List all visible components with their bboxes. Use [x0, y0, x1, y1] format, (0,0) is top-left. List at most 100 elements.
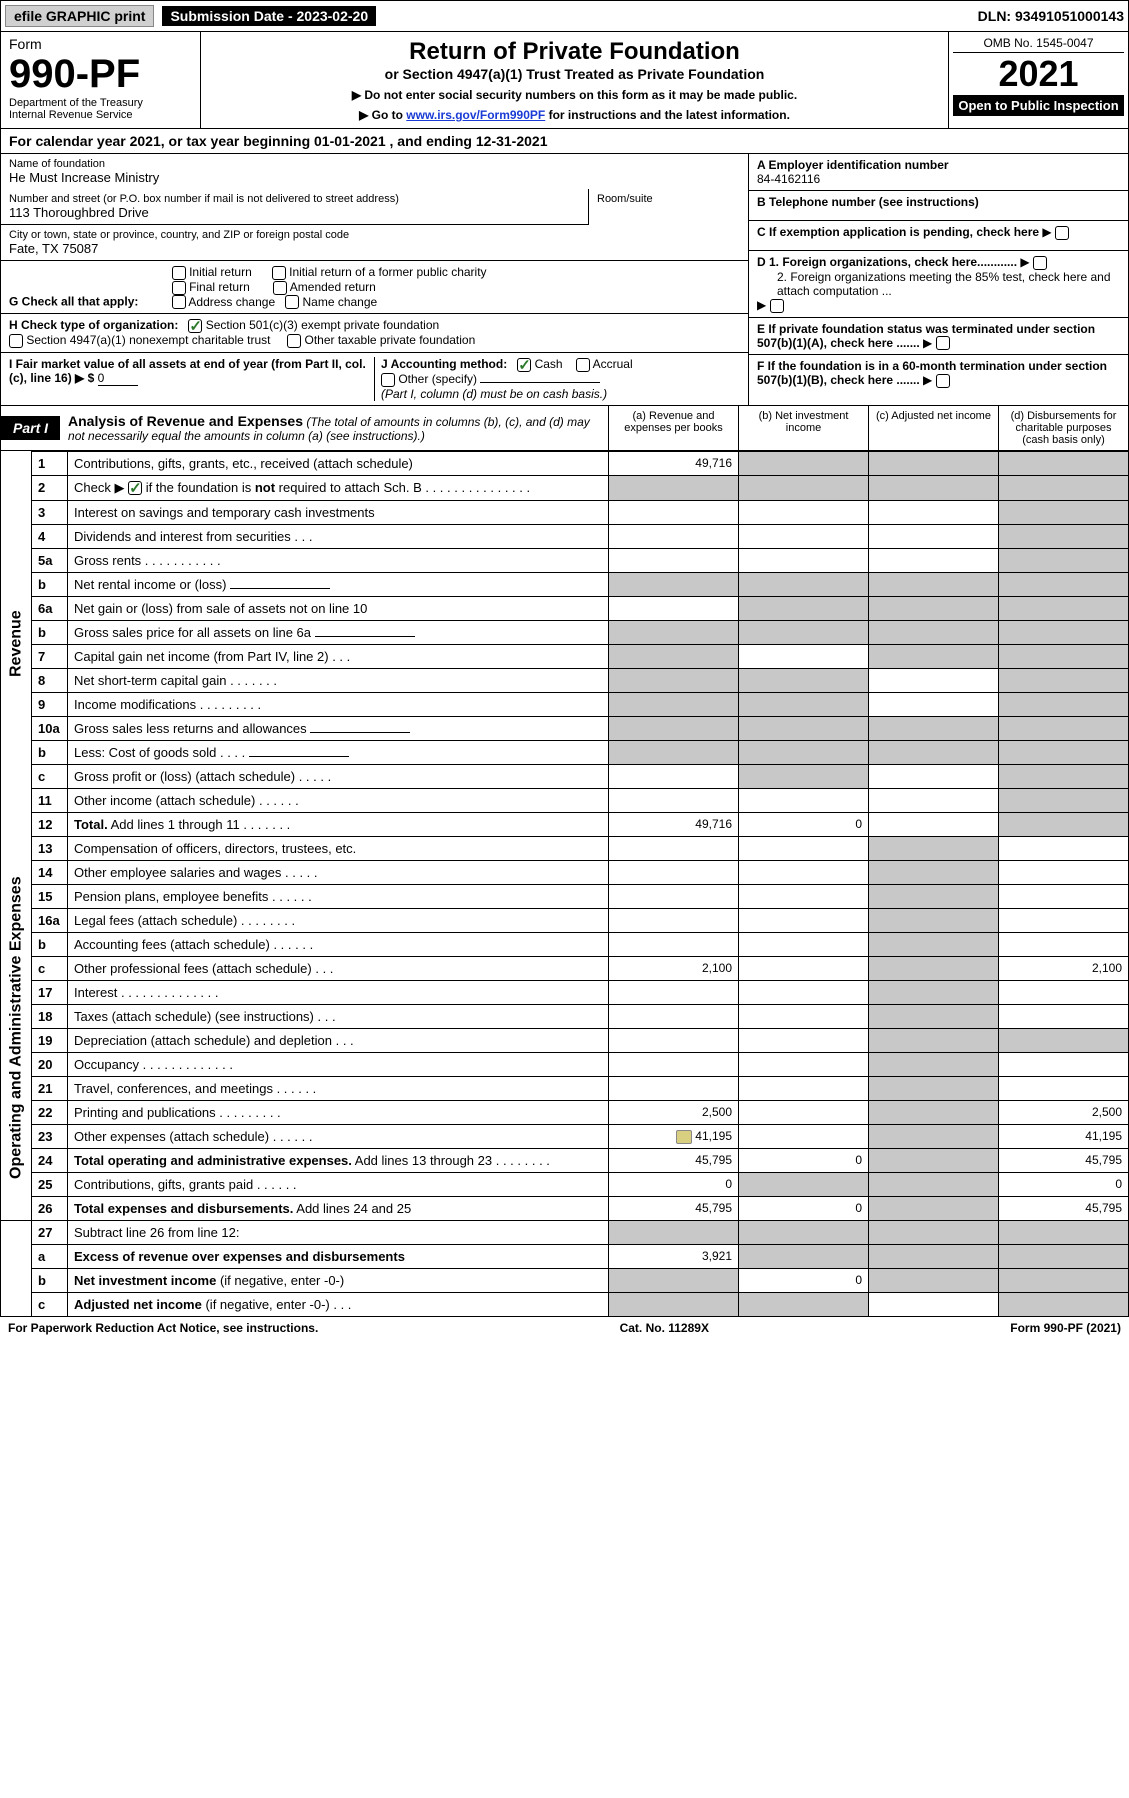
- amount-col-a: 0: [609, 1172, 739, 1196]
- line-description: Total expenses and disbursements. Add li…: [68, 1196, 609, 1220]
- amount-col-d: [999, 596, 1129, 620]
- amount-col-a: [609, 788, 739, 812]
- amount-col-c: [869, 596, 999, 620]
- line-description: Printing and publications . . . . . . . …: [68, 1100, 609, 1124]
- line-number: b: [32, 572, 68, 596]
- line-description: Other income (attach schedule) . . . . .…: [68, 788, 609, 812]
- name-change-checkbox[interactable]: [285, 295, 299, 309]
- 501c3-checkbox[interactable]: [188, 319, 202, 333]
- initial-return-checkbox[interactable]: [172, 266, 186, 280]
- amount-col-c: [869, 451, 999, 475]
- f-checkbox[interactable]: [936, 374, 950, 388]
- form-label: Form: [9, 36, 192, 52]
- amount-col-d: 2,500: [999, 1100, 1129, 1124]
- amount-col-d: [999, 1004, 1129, 1028]
- foot-mid: Cat. No. 11289X: [620, 1321, 709, 1335]
- cal-pre: For calendar year 2021, or tax year begi…: [9, 133, 314, 149]
- line-description: Adjusted net income (if negative, enter …: [68, 1292, 609, 1316]
- table-row: 25Contributions, gifts, grants paid . . …: [1, 1172, 1129, 1196]
- dln: DLN: 93491051000143: [978, 8, 1124, 24]
- amount-col-a: 41,195: [609, 1124, 739, 1148]
- city-label: City or town, state or province, country…: [9, 229, 740, 241]
- foot-left: For Paperwork Reduction Act Notice, see …: [8, 1321, 318, 1335]
- amount-col-c: [869, 524, 999, 548]
- amount-col-c: [869, 788, 999, 812]
- table-row: 22Printing and publications . . . . . . …: [1, 1100, 1129, 1124]
- attachment-icon[interactable]: [676, 1130, 692, 1144]
- schb-checkbox[interactable]: [128, 481, 142, 495]
- amount-col-a: [609, 620, 739, 644]
- line-description: Gross sales price for all assets on line…: [68, 620, 609, 644]
- amount-col-d: [999, 668, 1129, 692]
- amount-col-c: [869, 1244, 999, 1268]
- line-description: Net short-term capital gain . . . . . . …: [68, 668, 609, 692]
- amount-col-b: [739, 1172, 869, 1196]
- amount-col-c: [869, 956, 999, 980]
- form-number: 990-PF: [9, 52, 192, 97]
- final-return-checkbox[interactable]: [172, 281, 186, 295]
- column-headers: (a) Revenue and expenses per books (b) N…: [608, 406, 1128, 450]
- ein-value: 84-4162116: [757, 172, 820, 186]
- amount-col-b: [739, 932, 869, 956]
- c-label: C If exemption application is pending, c…: [757, 225, 1039, 239]
- amount-col-d: 2,100: [999, 956, 1129, 980]
- amount-col-d: [999, 1052, 1129, 1076]
- amount-col-a: 2,100: [609, 956, 739, 980]
- accrual-checkbox[interactable]: [576, 358, 590, 372]
- amount-col-b: [739, 1292, 869, 1316]
- foundation-city: Fate, TX 75087: [9, 241, 740, 256]
- table-row: cOther professional fees (attach schedul…: [1, 956, 1129, 980]
- fmv-value: 0: [98, 371, 138, 386]
- cal-mid: , and ending: [386, 133, 476, 149]
- line-number: c: [32, 764, 68, 788]
- e-cell: E If private foundation status was termi…: [749, 318, 1128, 356]
- other-specify-checkbox[interactable]: [381, 373, 395, 387]
- amount-col-c: [869, 812, 999, 836]
- j-label: J Accounting method:: [381, 357, 507, 371]
- line-description: Depreciation (attach schedule) and deple…: [68, 1028, 609, 1052]
- address-change-checkbox[interactable]: [172, 295, 186, 309]
- amount-col-d: [999, 572, 1129, 596]
- amount-col-d: [999, 908, 1129, 932]
- d1-label: D 1. Foreign organizations, check here..…: [757, 255, 1017, 269]
- table-row: 10aGross sales less returns and allowanc…: [1, 716, 1129, 740]
- table-row: 19Depreciation (attach schedule) and dep…: [1, 1028, 1129, 1052]
- amount-col-b: [739, 980, 869, 1004]
- instr-2-pre: ▶ Go to: [359, 108, 406, 122]
- initial-former-checkbox[interactable]: [272, 266, 286, 280]
- cash-checkbox[interactable]: [517, 358, 531, 372]
- 4947a1-checkbox[interactable]: [9, 334, 23, 348]
- e-checkbox[interactable]: [936, 336, 950, 350]
- line-number: 15: [32, 884, 68, 908]
- calendar-year-row: For calendar year 2021, or tax year begi…: [0, 129, 1129, 154]
- page-footer: For Paperwork Reduction Act Notice, see …: [0, 1317, 1129, 1339]
- table-row: 23Other expenses (attach schedule) . . .…: [1, 1124, 1129, 1148]
- line-number: 3: [32, 500, 68, 524]
- ij-cell: I Fair market value of all assets at end…: [1, 353, 748, 405]
- g-opt-4: Amended return: [290, 280, 376, 294]
- table-row: 24Total operating and administrative exp…: [1, 1148, 1129, 1172]
- form990pf-link[interactable]: www.irs.gov/Form990PF: [406, 108, 545, 122]
- amount-col-c: [869, 1004, 999, 1028]
- amount-col-b: [739, 956, 869, 980]
- c-checkbox[interactable]: [1055, 226, 1069, 240]
- line-number: 5a: [32, 548, 68, 572]
- other-taxable-checkbox[interactable]: [287, 334, 301, 348]
- table-row: 14Other employee salaries and wages . . …: [1, 860, 1129, 884]
- g-opt-1: Final return: [189, 280, 250, 294]
- d2-checkbox[interactable]: [770, 299, 784, 313]
- line-description: Gross sales less returns and allowances: [68, 716, 609, 740]
- h-opt-2: Section 4947(a)(1) nonexempt charitable …: [26, 333, 270, 347]
- amended-return-checkbox[interactable]: [273, 281, 287, 295]
- amount-col-c: [869, 1220, 999, 1244]
- line-description: Contributions, gifts, grants, etc., rece…: [68, 451, 609, 475]
- d1-checkbox[interactable]: [1033, 256, 1047, 270]
- table-row: 17Interest . . . . . . . . . . . . . .: [1, 980, 1129, 1004]
- line-number: 12: [32, 812, 68, 836]
- amount-col-a: 3,921: [609, 1244, 739, 1268]
- efile-print-button[interactable]: efile GRAPHIC print: [5, 5, 154, 27]
- col-c-header: (c) Adjusted net income: [868, 406, 998, 450]
- table-row: 21Travel, conferences, and meetings . . …: [1, 1076, 1129, 1100]
- amount-col-d: [999, 716, 1129, 740]
- amount-col-d: [999, 644, 1129, 668]
